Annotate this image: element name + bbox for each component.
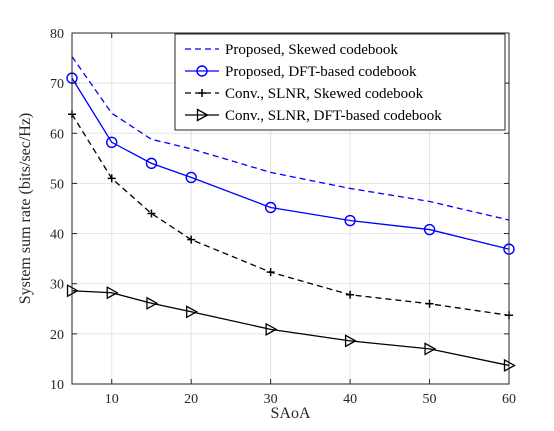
- data-point: [187, 235, 196, 244]
- legend-item: Proposed, Skewed codebook: [185, 42, 398, 58]
- data-point: [107, 174, 116, 183]
- data-point: [185, 171, 197, 184]
- data-point: [198, 89, 206, 97]
- y-tick-label: 40: [50, 228, 64, 243]
- legend-label: Conv., SLNR, Skewed codebook: [225, 86, 424, 102]
- data-point: [346, 290, 355, 299]
- data-point: [344, 214, 356, 227]
- x-axis-label: SAoA: [270, 405, 310, 422]
- series-line: [71, 77, 510, 250]
- legend-label: Proposed, DFT-based codebook: [225, 64, 417, 80]
- data-point: [145, 157, 158, 170]
- x-tick-label: 50: [423, 392, 437, 407]
- x-tick-label: 30: [264, 392, 278, 407]
- y-tick-label: 70: [50, 77, 64, 92]
- legend-label: Conv., SLNR, DFT-based codebook: [225, 108, 442, 124]
- plot-frame: [71, 32, 510, 385]
- y-tick-label: 10: [50, 378, 64, 393]
- y-tick-label: 80: [50, 27, 64, 42]
- data-point: [265, 322, 278, 336]
- legend-box: [174, 33, 506, 131]
- x-tick-label: 60: [502, 392, 516, 407]
- legend-item: Conv., SLNR, DFT-based codebook: [185, 108, 442, 124]
- data-point: [266, 268, 275, 277]
- data-point: [106, 136, 118, 149]
- axis-ticks: 10 20 30 40 50 60 10 20 30 40 50 60 70 80: [50, 27, 516, 407]
- legend-item: Proposed, DFT-based codebook: [185, 64, 417, 80]
- legend: Proposed, Skewed codebook Proposed, DFT-b…: [174, 33, 506, 131]
- data-point: [424, 342, 437, 356]
- y-tick-label: 50: [50, 177, 64, 192]
- data-point: [425, 299, 434, 308]
- y-tick-label: 20: [50, 328, 64, 343]
- data-point: [423, 223, 436, 236]
- data-point: [344, 334, 357, 348]
- legend-label: Proposed, Skewed codebook: [225, 42, 398, 58]
- x-tick-label: 10: [105, 392, 119, 407]
- data-point: [146, 296, 159, 310]
- data-point: [186, 305, 199, 319]
- x-tick-label: 40: [343, 392, 357, 407]
- data-point: [264, 201, 277, 214]
- y-tick-label: 30: [50, 278, 64, 293]
- data-point: [196, 108, 209, 122]
- data-point: [196, 65, 208, 77]
- data-point: [106, 286, 119, 300]
- y-tick-label: 60: [50, 127, 64, 142]
- y-axis-label: System sum rate (bits/sec/Hz): [17, 113, 34, 305]
- x-tick-label: 20: [184, 392, 198, 407]
- series-line: [71, 290, 510, 367]
- data-point: [147, 209, 156, 218]
- legend-item: Conv., SLNR, Skewed codebook: [185, 86, 424, 102]
- series-2: [66, 72, 515, 255]
- series-line: [71, 113, 510, 316]
